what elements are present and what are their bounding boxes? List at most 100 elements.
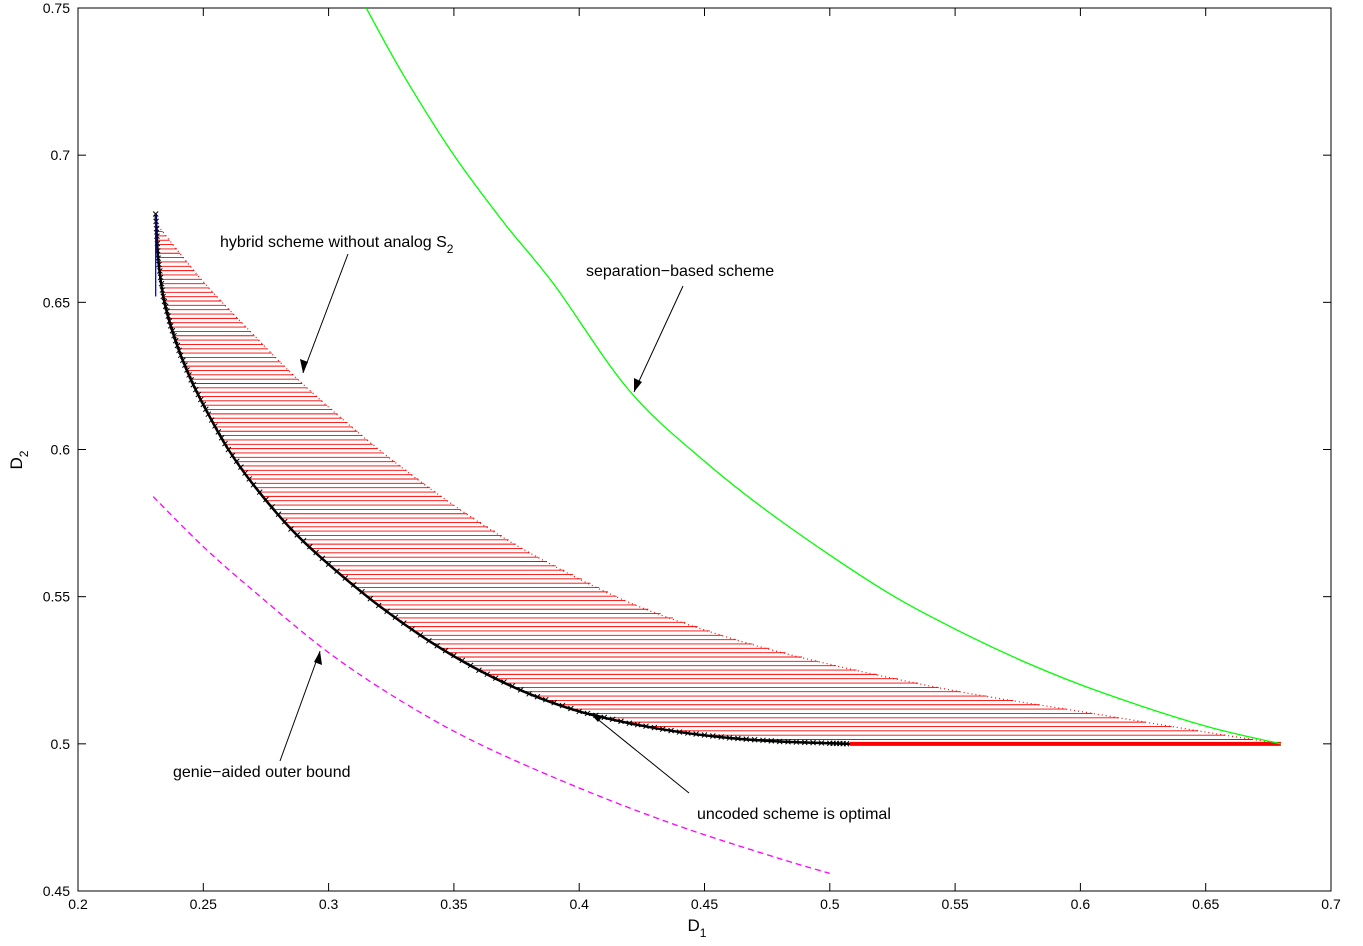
uncoded-marker xyxy=(768,738,775,744)
x-tick-label: 0.3 xyxy=(319,896,339,912)
uncoded-marker xyxy=(534,693,541,700)
genie-outer-bound-curve xyxy=(152,496,830,874)
uncoded-scheme-markers xyxy=(152,211,850,747)
uncoded-marker xyxy=(233,458,240,465)
uncoded-marker xyxy=(177,352,184,359)
uncoded-marker xyxy=(459,657,466,664)
uncoded-marker xyxy=(726,735,733,741)
uncoded-marker xyxy=(643,723,649,730)
y-tick-label: 0.7 xyxy=(51,147,71,163)
annotation-separation: separation−based scheme xyxy=(586,263,774,393)
uncoded-marker xyxy=(350,582,357,588)
uncoded-marker xyxy=(542,696,549,703)
x-tick-label: 0.25 xyxy=(190,896,217,912)
uncoded-marker xyxy=(818,740,825,746)
y-axis-label: D2 xyxy=(7,450,31,469)
annotation-genie-arrowhead xyxy=(314,651,322,665)
uncoded-marker xyxy=(451,652,457,659)
y-tick-label: 0.6 xyxy=(51,442,71,458)
uncoded-marker xyxy=(743,736,750,742)
x-tick-label: 0.5 xyxy=(820,896,840,912)
uncoded-marker xyxy=(269,504,276,510)
uncoded-marker xyxy=(176,347,182,354)
uncoded-marker xyxy=(215,428,222,435)
uncoded-marker xyxy=(509,683,516,689)
uncoded-marker xyxy=(601,714,608,721)
annotation-genie: genie−aided outer bound xyxy=(173,650,351,781)
uncoded-marker xyxy=(188,376,195,383)
uncoded-marker xyxy=(300,537,307,544)
uncoded-marker xyxy=(222,440,228,447)
uncoded-marker xyxy=(152,211,159,217)
uncoded-marker xyxy=(246,476,253,482)
uncoded-marker xyxy=(164,308,170,315)
uncoded-marker xyxy=(186,372,192,378)
uncoded-marker xyxy=(171,332,177,339)
uncoded-marker xyxy=(718,734,725,740)
uncoded-marker xyxy=(476,667,482,674)
uncoded-marker xyxy=(693,731,700,737)
x-tick-label: 0.2 xyxy=(68,896,88,912)
uncoded-marker xyxy=(684,730,691,736)
uncoded-marker xyxy=(202,406,209,413)
uncoded-marker xyxy=(785,738,791,745)
uncoded-marker xyxy=(184,367,190,373)
annotation-genie-arrow xyxy=(279,650,321,762)
uncoded-marker xyxy=(218,434,225,441)
uncoded-marker xyxy=(843,740,850,747)
uncoded-marker xyxy=(776,738,783,745)
svg-text:uncoded scheme is optimal: uncoded scheme is optimal xyxy=(697,806,891,823)
uncoded-marker xyxy=(157,274,164,281)
uncoded-marker xyxy=(584,710,591,717)
uncoded-marker xyxy=(325,561,332,568)
uncoded-marker xyxy=(434,642,441,649)
uncoded-marker xyxy=(174,342,181,349)
uncoded-marker xyxy=(208,417,215,423)
uncoded-marker xyxy=(359,588,365,595)
separation-scheme-curve xyxy=(365,8,1282,745)
uncoded-marker xyxy=(400,620,407,627)
x-tick-label: 0.45 xyxy=(691,896,718,912)
uncoded-marker xyxy=(651,724,658,731)
uncoded-marker xyxy=(182,362,188,368)
uncoded-marker xyxy=(166,318,173,324)
uncoded-marker xyxy=(225,446,232,453)
uncoded-marker xyxy=(158,280,165,287)
annotation-separation-arrowhead xyxy=(634,378,642,392)
uncoded-marker xyxy=(190,381,197,388)
annotation-uncoded: uncoded scheme is optimal xyxy=(589,712,891,823)
y-tick-label: 0.45 xyxy=(43,883,70,899)
uncoded-marker xyxy=(172,337,179,344)
uncoded-marker xyxy=(169,327,176,334)
uncoded-marker xyxy=(229,452,236,459)
annotation-separation-arrow xyxy=(633,285,684,393)
uncoded-marker xyxy=(793,739,800,745)
uncoded-marker xyxy=(263,496,269,503)
x-tick-label: 0.7 xyxy=(1321,896,1341,912)
uncoded-marker xyxy=(212,423,218,429)
x-axis-ticks: 0.2 0.25 0.3 0.35 0.4 0.45 0.5 0.55 0.6 0.65 0.7 xyxy=(68,8,1341,912)
uncoded-marker xyxy=(618,718,624,725)
uncoded-marker xyxy=(155,255,162,262)
uncoded-marker xyxy=(760,737,766,744)
uncoded-marker xyxy=(626,720,633,727)
uncoded-marker xyxy=(392,614,399,621)
uncoded-marker xyxy=(367,595,374,602)
uncoded-marker xyxy=(801,739,808,746)
uncoded-marker xyxy=(659,726,666,732)
uncoded-marker xyxy=(467,662,474,669)
hybrid-region-hatching xyxy=(156,226,1281,746)
annotation-hybrid-arrowhead xyxy=(300,359,308,373)
uncoded-marker xyxy=(375,602,382,609)
annotation-uncoded-arrow xyxy=(589,712,690,794)
x-tick-label: 0.4 xyxy=(569,896,589,912)
uncoded-marker xyxy=(634,721,641,728)
uncoded-marker xyxy=(567,705,574,712)
x-tick-label: 0.35 xyxy=(440,896,467,912)
plot-frame xyxy=(77,7,1332,892)
uncoded-marker xyxy=(157,268,163,274)
uncoded-marker xyxy=(294,532,301,538)
uncoded-marker xyxy=(288,526,294,532)
uncoded-marker xyxy=(484,671,491,678)
